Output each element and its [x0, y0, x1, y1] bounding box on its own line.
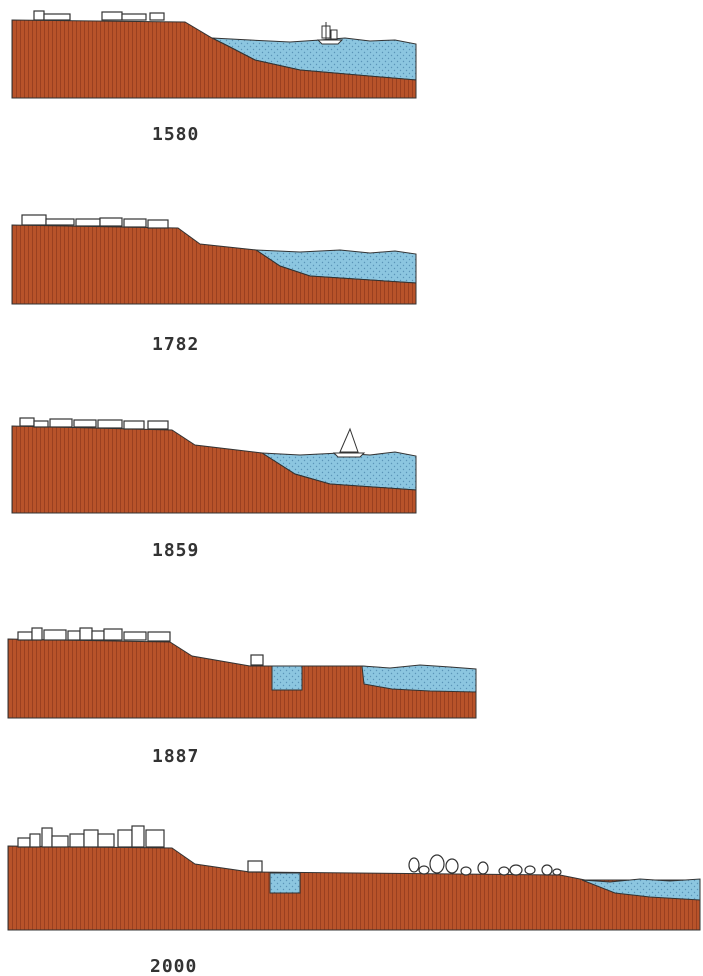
- sailboat-icon: [332, 427, 366, 458]
- tree-icon: [445, 858, 459, 874]
- tree-icon: [429, 854, 445, 874]
- water-1887: [361, 664, 477, 693]
- panel-1887: 1887: [7, 627, 477, 767]
- panel-1782: 1782: [11, 214, 417, 355]
- year-label-1859: 1859: [152, 540, 199, 561]
- buildings-1580: [33, 10, 165, 21]
- year-label-1580: 1580: [152, 124, 199, 145]
- tree-icon: [552, 868, 562, 876]
- buildings-1782: [21, 214, 169, 229]
- land-2000: [7, 845, 701, 931]
- tree-icon: [541, 864, 553, 876]
- panel-2000: 2000: [7, 825, 701, 976]
- tree-icon: [524, 865, 536, 875]
- dock-basin-1887: [271, 665, 303, 691]
- buildings-2000: [17, 825, 165, 848]
- buildings-1859: [19, 417, 169, 430]
- land-1859: [11, 425, 417, 514]
- tree-icon: [408, 857, 420, 873]
- tree-icon: [498, 866, 510, 876]
- tree-icon: [418, 865, 430, 875]
- year-label-1782: 1782: [152, 334, 199, 355]
- sailing-ship-icon: [316, 22, 344, 45]
- land-1580: [11, 19, 417, 99]
- buildings-1887: [17, 627, 171, 642]
- year-label-1887: 1887: [152, 746, 199, 767]
- dock-basin-2000: [269, 872, 301, 894]
- tree-icon: [509, 864, 523, 876]
- panel-1580: 1580: [11, 10, 417, 145]
- land-1782: [11, 224, 417, 305]
- panel-1859: 1859: [11, 417, 417, 561]
- water-2000: [581, 878, 701, 901]
- tree-icon: [477, 861, 489, 875]
- tree-icon: [460, 866, 472, 876]
- year-label-2000: 2000: [150, 956, 197, 976]
- small-building-1887: [250, 654, 264, 666]
- small-building-2000: [247, 860, 263, 873]
- trees-2000: [408, 854, 562, 876]
